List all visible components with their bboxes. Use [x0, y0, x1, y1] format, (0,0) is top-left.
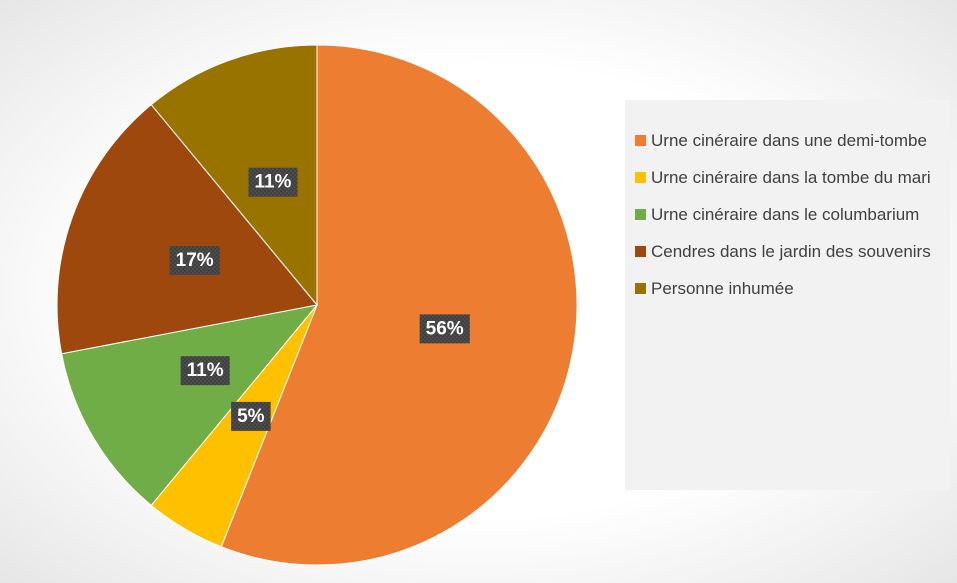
- legend-item: Personne inhumée: [635, 276, 944, 302]
- data-label: 5%: [231, 401, 271, 431]
- legend-label: Cendres dans le jardin des souvenirs: [651, 242, 931, 261]
- legend-item: Urne cinéraire dans le columbarium: [635, 202, 944, 228]
- legend-item: Cendres dans le jardin des souvenirs: [635, 239, 944, 265]
- legend-item: Urne cinéraire dans la tombe du mari: [635, 165, 944, 191]
- data-label-text: 11%: [187, 360, 224, 381]
- legend-label: Urne cinéraire dans une demi-tombe: [651, 131, 927, 150]
- data-label: 11%: [248, 167, 298, 197]
- data-label-text: 5%: [237, 406, 265, 427]
- data-label-box: [419, 314, 470, 344]
- legend: Urne cinéraire dans une demi-tombe Urne c…: [625, 100, 950, 490]
- data-label-text: 56%: [426, 318, 464, 339]
- data-label-text: 11%: [254, 172, 291, 193]
- legend-item: Urne cinéraire dans une demi-tombe: [635, 128, 944, 154]
- legend-label: Personne inhumée: [651, 279, 794, 298]
- legend-label: Urne cinéraire dans la tombe du mari: [651, 168, 931, 187]
- data-label: 11%: [180, 356, 230, 386]
- legend-label: Urne cinéraire dans le columbarium: [651, 205, 920, 224]
- data-label-box: [169, 245, 220, 275]
- pie-slice: [56, 103, 318, 355]
- legend-swatch: [635, 283, 646, 294]
- data-label-box: [248, 167, 298, 197]
- data-label: 17%: [169, 245, 220, 275]
- data-label-text: 17%: [176, 250, 214, 271]
- pie-slice: [61, 304, 319, 507]
- legend-swatch: [635, 172, 646, 183]
- pie-slice: [220, 44, 578, 566]
- pie-slice: [150, 44, 318, 307]
- data-label-box: [231, 401, 271, 431]
- data-label-box: [180, 356, 230, 386]
- data-label: 56%: [419, 314, 470, 344]
- legend-swatch: [635, 246, 646, 257]
- legend-swatch: [635, 209, 646, 220]
- legend-swatch: [635, 135, 646, 146]
